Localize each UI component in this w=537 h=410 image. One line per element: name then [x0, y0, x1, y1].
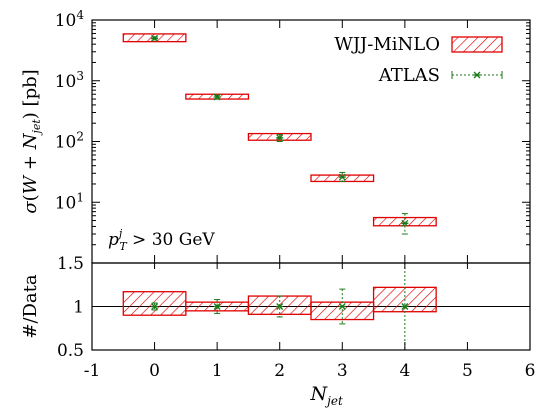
x-tick-label: 4 — [399, 361, 410, 381]
y-axis-label: σ(W + Njet) [pb] — [20, 69, 43, 213]
x-tick-label: -1 — [84, 361, 101, 381]
atlas-point — [213, 93, 221, 101]
ratio-panel: 0.5 1 1.5 -1 0 1 2 3 4 5 6 — [57, 254, 535, 381]
ratio-atlas-point — [151, 303, 159, 310]
x-tick-label: 6 — [525, 361, 536, 381]
ratio-atlas-point — [338, 303, 346, 310]
main-frame — [91, 19, 531, 264]
y-tick-label: 104 — [55, 8, 85, 31]
atlas-point — [276, 134, 284, 142]
x-tick-label: 3 — [337, 361, 348, 381]
x-axis-label: Njet — [310, 383, 343, 408]
x-tick-label: 2 — [274, 361, 285, 381]
atlas-point — [151, 34, 159, 42]
legend-label-minlo: WJJ-MiNLO — [334, 34, 440, 55]
legend-label-atlas: ATLAS — [378, 65, 440, 86]
ratio-atlas-point — [213, 303, 221, 310]
legend-marker-atlas — [473, 71, 481, 79]
ratio-y-tick-label: 1 — [73, 298, 84, 318]
legend-swatch-minlo — [451, 36, 503, 53]
ratio-y-tick-label: 1.5 — [57, 254, 84, 274]
x-tick-label: 0 — [149, 361, 160, 381]
ratio-atlas-point — [276, 303, 284, 310]
y-tick-label: 102 — [55, 130, 84, 153]
ratio-y-tick-label: 0.5 — [57, 341, 84, 361]
x-tick-label: 5 — [462, 361, 473, 381]
y-tick-label: 101 — [55, 190, 84, 213]
atlas-point — [338, 173, 346, 181]
atlas-point — [401, 219, 409, 227]
ratio-atlas-point — [401, 303, 409, 310]
y-tick-label: 103 — [55, 69, 84, 92]
cut-annotation: pj T > 30 GeV — [108, 227, 215, 253]
legend: WJJ-MiNLO ATLAS — [334, 34, 503, 86]
labels: Njet σ(W + Njet) [pb] #/Data — [20, 69, 343, 408]
ratio-y-axis-label: #/Data — [20, 274, 41, 339]
x-tick-label: 1 — [212, 361, 223, 381]
main-panel: 104 103 102 101 pj T > 30 GeV WJJ-MiNLO ATLAS — [55, 8, 531, 264]
